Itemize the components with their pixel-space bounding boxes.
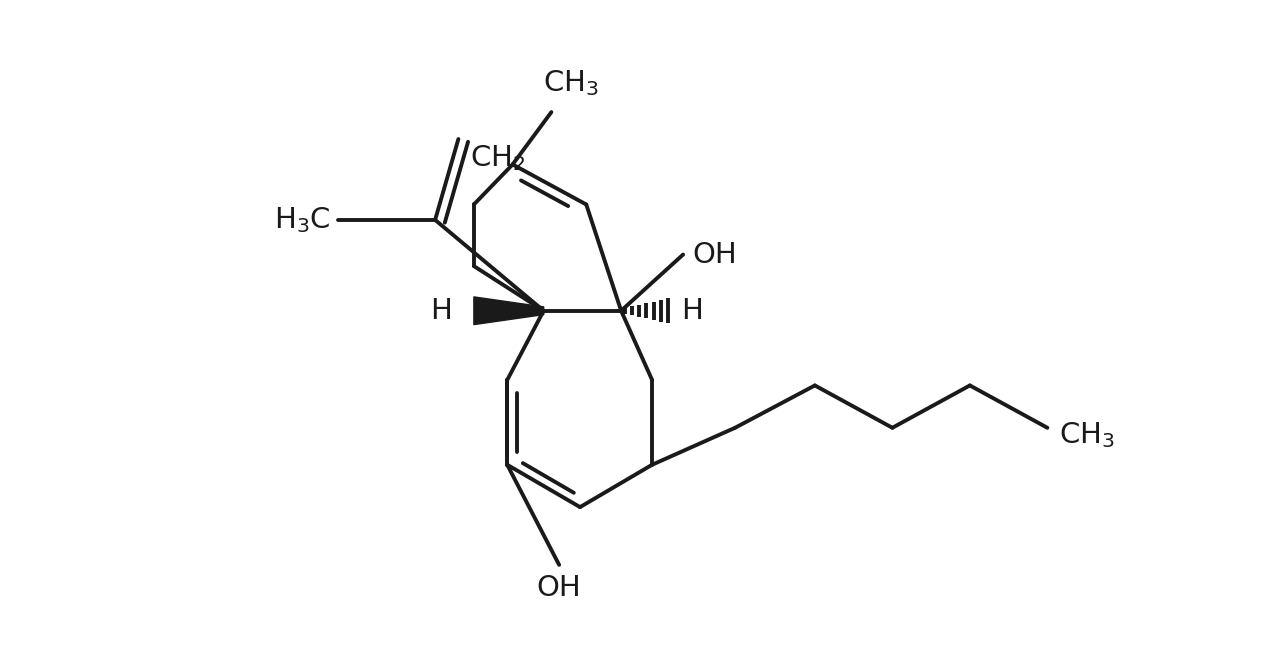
Text: CH$_3$: CH$_3$: [543, 68, 599, 98]
Text: OH: OH: [536, 574, 581, 602]
Text: H: H: [430, 297, 452, 325]
Text: H$_3$C: H$_3$C: [274, 205, 330, 235]
Text: CH$_2$: CH$_2$: [470, 143, 525, 172]
Text: CH$_3$: CH$_3$: [1059, 421, 1115, 450]
Text: H: H: [681, 297, 703, 325]
Text: OH: OH: [692, 240, 737, 268]
Polygon shape: [474, 297, 544, 325]
